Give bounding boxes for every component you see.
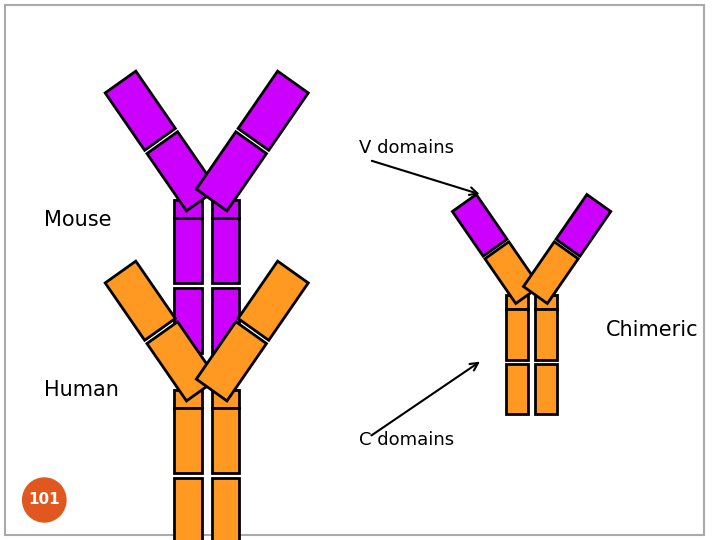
- Text: Human: Human: [45, 380, 120, 400]
- Circle shape: [22, 478, 66, 522]
- Polygon shape: [197, 322, 266, 401]
- Polygon shape: [536, 295, 557, 309]
- Polygon shape: [147, 322, 217, 401]
- Polygon shape: [238, 261, 308, 340]
- Polygon shape: [174, 408, 202, 473]
- Polygon shape: [174, 478, 202, 540]
- Text: 101: 101: [29, 492, 60, 508]
- Text: Mouse: Mouse: [45, 210, 112, 230]
- Polygon shape: [174, 218, 202, 283]
- Polygon shape: [212, 218, 239, 283]
- Polygon shape: [523, 242, 578, 303]
- Polygon shape: [506, 309, 528, 360]
- Polygon shape: [105, 71, 176, 150]
- Polygon shape: [105, 261, 176, 340]
- Text: C domains: C domains: [359, 431, 454, 449]
- Polygon shape: [506, 295, 528, 309]
- Polygon shape: [238, 71, 308, 150]
- Polygon shape: [506, 363, 528, 414]
- Polygon shape: [212, 390, 239, 408]
- Polygon shape: [174, 288, 202, 353]
- Polygon shape: [174, 200, 202, 218]
- Polygon shape: [197, 132, 266, 211]
- Polygon shape: [536, 309, 557, 360]
- Text: Chimeric: Chimeric: [606, 320, 698, 340]
- Polygon shape: [556, 194, 611, 256]
- Polygon shape: [485, 242, 540, 303]
- Polygon shape: [212, 478, 239, 540]
- Polygon shape: [212, 408, 239, 473]
- Polygon shape: [212, 288, 239, 353]
- Polygon shape: [536, 363, 557, 414]
- Polygon shape: [212, 200, 239, 218]
- Text: V domains: V domains: [359, 139, 454, 157]
- Polygon shape: [147, 132, 217, 211]
- Polygon shape: [174, 390, 202, 408]
- Polygon shape: [452, 194, 507, 256]
